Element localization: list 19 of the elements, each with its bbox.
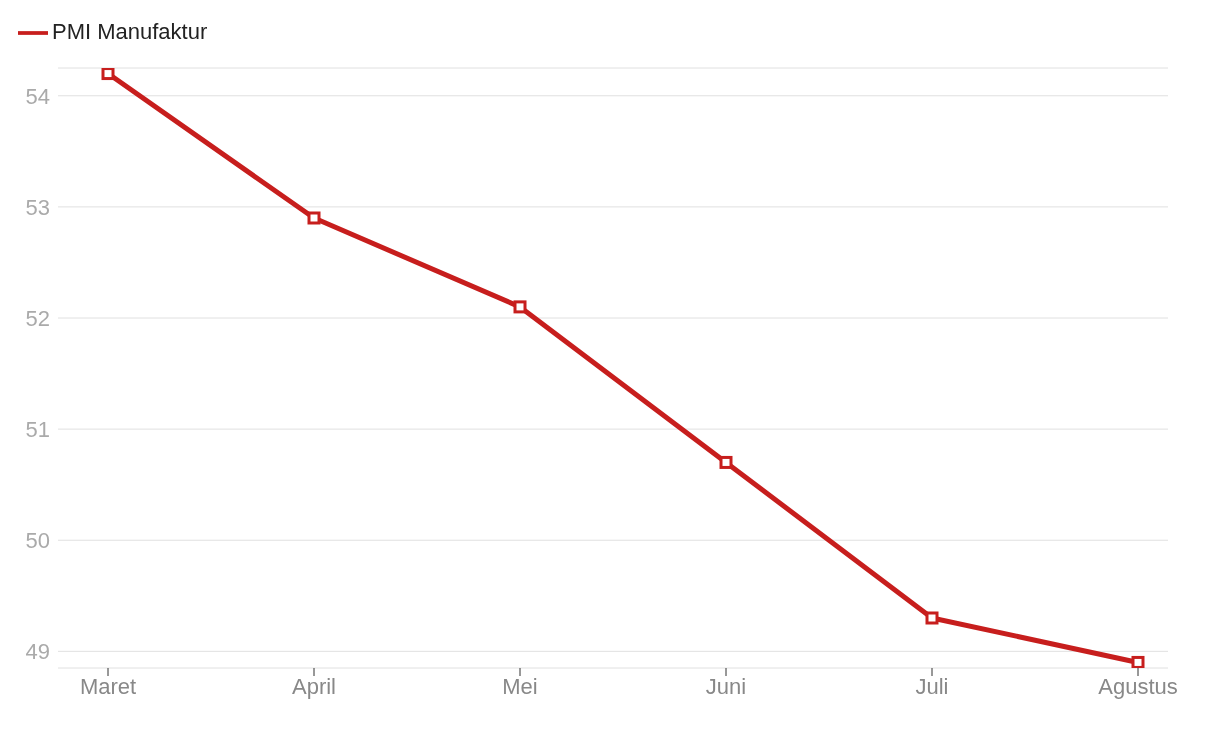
x-tick-label: Maret — [79, 673, 137, 699]
x-tick-label: April — [291, 673, 337, 699]
y-tick-label: 54 — [25, 83, 50, 109]
x-tick-label: Mei — [502, 673, 538, 699]
point — [513, 300, 527, 314]
x-tick-label: Agustus — [1098, 673, 1178, 699]
y-tick-label: 51 — [25, 416, 50, 442]
x-tick-label: Juli — [915, 673, 949, 699]
x-tick-label: Juni — [705, 673, 747, 699]
point — [307, 211, 321, 225]
legend-label: PMI Manufaktur — [52, 18, 208, 44]
point — [101, 68, 115, 81]
y-tick-label: 53 — [25, 194, 50, 220]
y-tick-label: 50 — [25, 528, 50, 554]
y-tick-label: 49 — [25, 639, 50, 665]
point — [719, 455, 733, 469]
y-tick-label: 52 — [25, 305, 50, 331]
point — [1131, 655, 1145, 668]
point — [925, 611, 939, 625]
